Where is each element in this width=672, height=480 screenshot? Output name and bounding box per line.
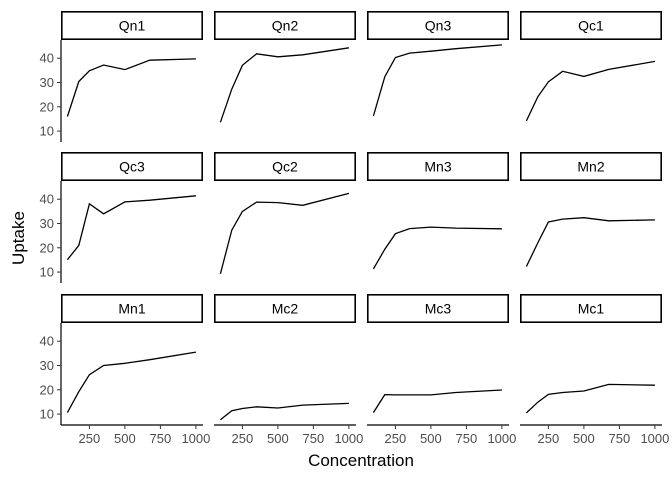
strip-qn2 — [214, 11, 356, 40]
y-tick-label: 30 — [40, 358, 54, 373]
x-tick-label: 1000 — [640, 431, 669, 446]
x-tick-label: 750 — [456, 431, 478, 446]
strip-label-qn3: Qn3 — [425, 18, 452, 34]
y-tick-label: 20 — [40, 382, 54, 397]
strip-mc1 — [519, 293, 662, 323]
series-line-qn3 — [372, 44, 502, 117]
panel-mc2: Mc2 250 500 750 1000 — [214, 293, 363, 446]
y-tick-label: 10 — [40, 407, 54, 422]
series-line-mn3 — [372, 226, 502, 270]
series-line-qc1 — [525, 60, 656, 122]
y-tick-label: 10 — [40, 265, 54, 280]
strip-label-mc2: Mc2 — [272, 301, 299, 317]
y-tick-label: 20 — [40, 99, 54, 114]
strip-label-mc1: Mc1 — [578, 301, 605, 317]
panel-qc2: Qc2 — [214, 152, 356, 274]
strip-qc3 — [60, 152, 203, 182]
strip-mn3 — [366, 152, 509, 182]
x-tick-label: 500 — [573, 431, 595, 446]
series-line-mn1 — [66, 351, 197, 413]
strip-qc1 — [519, 11, 662, 40]
y-tick-label: 40 — [40, 51, 54, 66]
strip-qc2 — [214, 152, 356, 182]
strip-label-mn2: Mn2 — [577, 159, 604, 175]
x-tick-label: 1000 — [487, 431, 516, 446]
x-tick-label: 500 — [114, 431, 136, 446]
x-tick-label: 250 — [232, 431, 254, 446]
x-tick-label: 1000 — [181, 431, 210, 446]
strip-mn2 — [519, 152, 662, 182]
series-line-mc3 — [372, 389, 502, 413]
strip-label-qn1: Qn1 — [119, 18, 146, 34]
series-line-mc1 — [525, 383, 655, 414]
y-tick-label: 40 — [40, 334, 54, 349]
y-tick-label: 30 — [40, 75, 54, 90]
strip-mc2 — [214, 293, 356, 323]
strip-qn1 — [60, 11, 203, 40]
panel-mn2: Mn2 — [519, 152, 662, 267]
x-tick-label: 750 — [303, 431, 325, 446]
panel-mc3: Mc3 250 500 750 1000 — [366, 293, 516, 446]
strip-label-qc2: Qc2 — [272, 159, 298, 175]
panel-mc1: Mc1 250 500 750 1000 — [519, 293, 669, 446]
series-line-qn2 — [219, 47, 349, 123]
series-line-qc3 — [66, 195, 196, 261]
x-tick-label: 250 — [538, 431, 560, 446]
panel-qn3: Qn3 — [366, 11, 509, 117]
y-tick-label: 30 — [40, 216, 54, 231]
strip-label-mn1: Mn1 — [118, 301, 145, 317]
panel-mn3: Mn3 — [366, 152, 509, 270]
series-line-mn2 — [525, 217, 655, 267]
series-line-qn1 — [66, 58, 196, 117]
y-tick-label: 40 — [40, 192, 54, 207]
strip-mc3 — [366, 293, 509, 323]
x-axis-title: Concentration — [308, 451, 414, 470]
x-tick-label: 250 — [385, 431, 407, 446]
y-axis-title: Uptake — [9, 211, 28, 265]
strip-label-mn3: Mn3 — [424, 159, 451, 175]
panel-qc3: Qc3 10 20 30 40 — [40, 152, 203, 283]
series-line-mc2 — [219, 402, 349, 421]
panel-mn1: Mn1 10 20 30 40 250 500 750 1000 — [40, 293, 210, 446]
strip-label-qc3: Qc3 — [119, 159, 145, 175]
strip-mn1 — [60, 293, 203, 323]
strip-qn3 — [366, 11, 509, 40]
strip-label-qn2: Qn2 — [272, 18, 299, 34]
panels-layer: Qn1 10 20 30 40 Qn2 Qn3 Qc1 Qc3 10 20 30 40 Qc2 Mn3 Mn2… — [40, 11, 669, 446]
panel-qn2: Qn2 — [214, 11, 356, 123]
panel-qn1: Qn1 10 20 30 40 — [40, 11, 203, 142]
x-tick-label: 750 — [609, 431, 631, 446]
x-tick-label: 500 — [420, 431, 442, 446]
x-tick-label: 500 — [267, 431, 289, 446]
y-tick-label: 10 — [40, 124, 54, 139]
panel-qc1: Qc1 — [519, 11, 662, 122]
y-tick-label: 20 — [40, 240, 54, 255]
strip-label-qc1: Qc1 — [578, 18, 604, 34]
x-tick-label: 250 — [79, 431, 101, 446]
series-line-qc2 — [219, 192, 350, 274]
x-tick-label: 1000 — [334, 431, 363, 446]
x-tick-label: 750 — [150, 431, 172, 446]
strip-label-mc3: Mc3 — [425, 301, 452, 317]
